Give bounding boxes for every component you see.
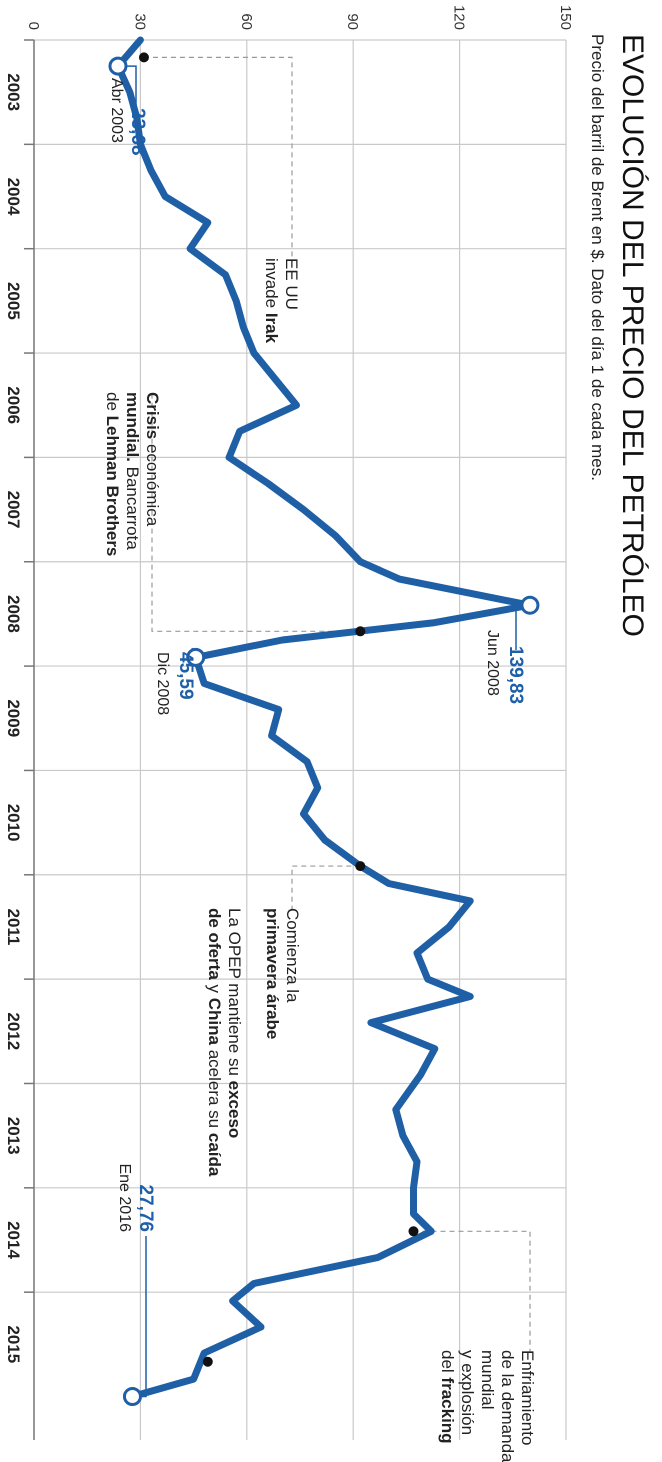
chart-subtitle: Precio del barril de Brent en $. Dato de… [588,34,607,481]
chart-title: EVOLUCIÓN DEL PRECIO DEL PETRÓLEO [616,34,649,637]
markers [108,52,540,1407]
leader-primavera [291,865,361,912]
event-dot [138,52,149,63]
y-tick-label: 120 [451,5,468,30]
extreme-marker [520,595,540,615]
leader-low2016 [132,1236,147,1398]
date-label-peak2008: Jun 2008 [484,630,501,696]
date-label-low2016: Ene 2016 [116,1163,133,1232]
x-tick-label: 2003 [4,73,23,111]
series-line [114,36,534,1400]
x-tick-label: 2008 [4,595,23,633]
event-dot [202,1356,213,1367]
y-tick-label: 60 [238,13,255,30]
x-tick-label: 2010 [4,804,23,842]
leader-irak [143,56,293,262]
annotation-primavera: Comienza la primavera árabe [263,908,302,1039]
extreme-marker [122,1387,142,1407]
x-tick-label: 2013 [4,1117,23,1155]
value-label-low2016: 27,76 [135,1184,156,1232]
x-tick-label: 2006 [4,386,23,424]
value-label-low2003: 23,68 [127,108,148,156]
event-dot [355,626,366,637]
x-tick-label: 2014 [4,1221,23,1259]
x-tick-label: 2005 [4,282,23,320]
annotation-opep: La OPEP mantiene su exceso de oferta y C… [205,908,244,1177]
annotation-fracking: Enfriamiento de la demanda mundial y exp… [438,1350,537,1462]
extreme-marker [186,647,206,667]
event-dot [408,1226,419,1237]
y-tick-label: 150 [557,5,574,30]
x-tick-label: 2012 [4,1012,23,1050]
y-tick-label: 0 [25,22,42,30]
leader-crisis [151,392,361,632]
series-line-layer [114,36,534,1400]
x-tick-label: 2004 [4,178,23,216]
y-tick-label: 90 [344,13,361,30]
extreme-marker [108,56,128,76]
annotation-irak: EE UU invade Irak [262,258,301,344]
leader-lines [117,56,531,1398]
grid [24,39,567,1440]
annotation-crisis: Crisis económica mundial. Bancarrota de … [103,392,162,556]
x-tick-label: 2007 [4,491,23,529]
date-label-low2003: Abr 2003 [108,78,125,143]
x-tick-label: 2015 [4,1325,23,1363]
y-tick-label: 30 [131,13,148,30]
value-label-peak2008: 139,83 [505,646,526,704]
event-dot [355,861,366,872]
x-tick-label: 2009 [4,699,23,737]
value-label-low2008: 45,59 [175,652,196,700]
date-label-low2008: Dic 2008 [154,652,171,715]
x-tick-label: 2011 [4,909,23,946]
leader-fracking [413,1230,531,1352]
axis-ticks: 0 30 60 90 120 150 2003 2004 2005 2006 2007 2008 200… [4,5,574,1363]
